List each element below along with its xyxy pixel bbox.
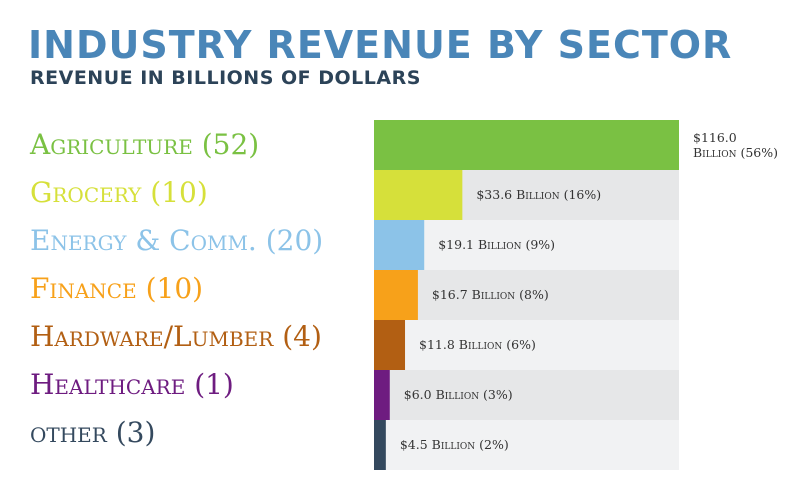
bar-grocery [374,170,463,220]
data-label-finance: $16.7 Billion (8%) [432,287,549,302]
chart-title: INDUSTRY REVENUE BY SECTOR [28,23,733,67]
data-label-grocery: $33.6 Billion (16%) [476,187,601,202]
category-label-agriculture: Agriculture (52) [30,128,260,161]
bar-agriculture [374,120,679,170]
category-label-healthcare: Healthcare (1) [30,368,234,401]
data-label-energy-comm: $19.1 Billion (9%) [438,237,555,252]
data-label-other: $4.5 Billion (2%) [400,437,509,452]
bar-energy-comm [374,220,425,270]
data-label-agriculture-line-1: $116.0 [693,130,737,145]
category-label-hardware-lumber: Hardware/Lumber (4) [30,320,322,353]
bar-track-finance [374,270,679,320]
category-label-finance: Finance (10) [30,272,204,305]
category-label-energy-comm: Energy & Comm. (20) [30,224,324,257]
bar-other [374,420,386,470]
bar-track-hardware-lumber [374,320,679,370]
bar-healthcare [374,370,390,420]
data-label-agriculture-line-2: Billion (56%) [693,145,778,160]
category-label-grocery: Grocery (10) [30,176,208,209]
bar-hardware-lumber [374,320,406,370]
chart-subtitle: REVENUE IN BILLIONS OF DOLLARS [30,67,421,89]
bar-track-other [374,420,679,470]
category-label-other: other (3) [30,416,156,449]
bar-track-healthcare [374,370,679,420]
data-label-hardware-lumber: $11.8 Billion (6%) [419,337,536,352]
bar-finance [374,270,418,320]
bar-track-energy-comm [374,220,679,270]
data-label-healthcare: $6.0 Billion (3%) [404,387,513,402]
